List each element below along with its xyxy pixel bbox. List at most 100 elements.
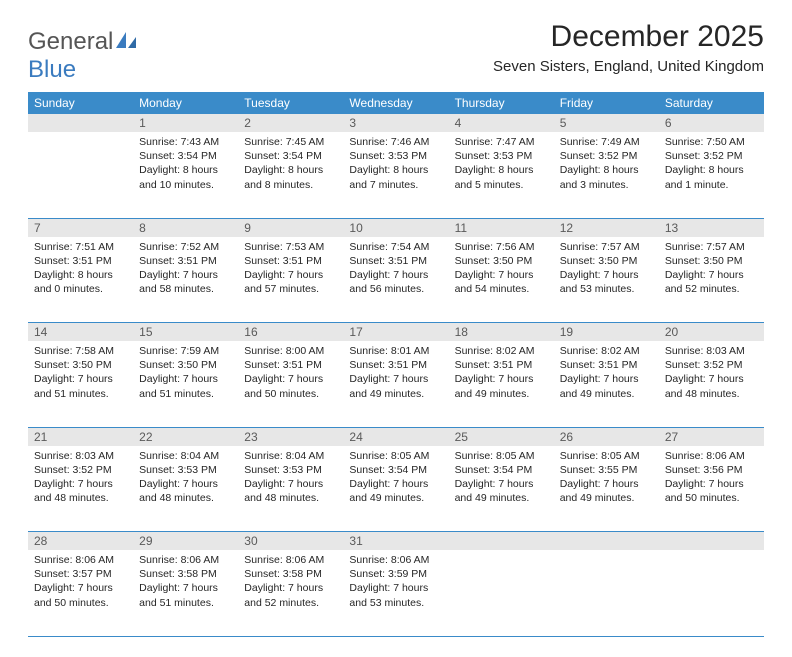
day-cell: Sunrise: 8:00 AMSunset: 3:51 PMDaylight:…: [238, 341, 343, 427]
sunrise-text: Sunrise: 7:43 AM: [139, 135, 232, 149]
day-details: Sunrise: 8:04 AMSunset: 3:53 PMDaylight:…: [238, 446, 343, 510]
day-cell: Sunrise: 8:04 AMSunset: 3:53 PMDaylight:…: [133, 446, 238, 532]
day-details: Sunrise: 7:47 AMSunset: 3:53 PMDaylight:…: [449, 132, 554, 196]
daylight-text: Daylight: 7 hours and 49 minutes.: [349, 372, 442, 400]
day-cell: Sunrise: 7:50 AMSunset: 3:52 PMDaylight:…: [659, 132, 764, 218]
month-title: December 2025: [493, 20, 764, 54]
sunset-text: Sunset: 3:51 PM: [349, 254, 442, 268]
day-details: Sunrise: 8:00 AMSunset: 3:51 PMDaylight:…: [238, 341, 343, 405]
sunset-text: Sunset: 3:58 PM: [139, 567, 232, 581]
daylight-text: Daylight: 8 hours and 7 minutes.: [349, 163, 442, 191]
sunrise-text: Sunrise: 8:06 AM: [34, 553, 127, 567]
day-number: [659, 532, 764, 551]
sunset-text: Sunset: 3:53 PM: [349, 149, 442, 163]
day-cell: Sunrise: 7:57 AMSunset: 3:50 PMDaylight:…: [659, 237, 764, 323]
sunrise-text: Sunrise: 7:47 AM: [455, 135, 548, 149]
daylight-text: Daylight: 7 hours and 48 minutes.: [139, 477, 232, 505]
day-cell: Sunrise: 7:47 AMSunset: 3:53 PMDaylight:…: [449, 132, 554, 218]
sunset-text: Sunset: 3:50 PM: [560, 254, 653, 268]
daylight-text: Daylight: 7 hours and 49 minutes.: [349, 477, 442, 505]
daylight-text: Daylight: 7 hours and 53 minutes.: [349, 581, 442, 609]
weekday-header-row: Sunday Monday Tuesday Wednesday Thursday…: [28, 92, 764, 114]
sunset-text: Sunset: 3:54 PM: [349, 463, 442, 477]
day-details: Sunrise: 7:43 AMSunset: 3:54 PMDaylight:…: [133, 132, 238, 196]
sunset-text: Sunset: 3:51 PM: [455, 358, 548, 372]
week-row: Sunrise: 7:58 AM Sunset: 3:50 PM Daylight:…: [28, 341, 764, 427]
day-number: 27: [659, 427, 764, 446]
day-number: 14: [28, 323, 133, 342]
sunrise-text: Sunrise: 7:53 AM: [244, 240, 337, 254]
day-details: Sunrise: 7:57 AMSunset: 3:50 PMDaylight:…: [554, 237, 659, 301]
day-number: 18: [449, 323, 554, 342]
day-cell: Sunrise: 8:04 AMSunset: 3:53 PMDaylight:…: [238, 446, 343, 532]
sunset-text: Sunset: 3:51 PM: [139, 254, 232, 268]
sunset-text: Sunset: 3:50 PM: [139, 358, 232, 372]
day-cell: Sunrise: 8:02 AMSunset: 3:51 PMDaylight:…: [449, 341, 554, 427]
day-number: 30: [238, 532, 343, 551]
daynum-row: 78910111213: [28, 218, 764, 237]
calendar-body: 123456Sunrise: 7:43 AMSunset: 3:54 PMDay…: [28, 114, 764, 636]
day-cell: Sunrise: 8:06 AMSunset: 3:56 PMDaylight:…: [659, 446, 764, 532]
day-details: Sunrise: 7:57 AMSunset: 3:50 PMDaylight:…: [659, 237, 764, 301]
day-details: Sunrise: 7:53 AMSunset: 3:51 PMDaylight:…: [238, 237, 343, 301]
day-number: 16: [238, 323, 343, 342]
sunset-text: Sunset: 3:55 PM: [560, 463, 653, 477]
daylight-text: Daylight: 7 hours and 50 minutes.: [665, 477, 758, 505]
daylight-text: Daylight: 7 hours and 52 minutes.: [665, 268, 758, 296]
sunrise-text: Sunrise: 7:50 AM: [665, 135, 758, 149]
sunset-text: Sunset: 3:50 PM: [455, 254, 548, 268]
daynum-row: 28293031: [28, 532, 764, 551]
sunrise-text: Sunrise: 7:56 AM: [455, 240, 548, 254]
day-cell: Sunrise: 8:06 AMSunset: 3:58 PMDaylight:…: [133, 550, 238, 636]
sunset-text: Sunset: 3:58 PM: [244, 567, 337, 581]
daylight-text: Daylight: 7 hours and 52 minutes.: [244, 581, 337, 609]
logo-part2: Blue: [28, 56, 76, 83]
day-number: 8: [133, 218, 238, 237]
day-details: Sunrise: 8:06 AMSunset: 3:57 PMDaylight:…: [28, 550, 133, 614]
day-number: 10: [343, 218, 448, 237]
sunrise-text: Sunrise: 7:57 AM: [665, 240, 758, 254]
day-details: Sunrise: 7:46 AMSunset: 3:53 PMDaylight:…: [343, 132, 448, 196]
daylight-text: Daylight: 7 hours and 49 minutes.: [455, 372, 548, 400]
daylight-text: Daylight: 7 hours and 53 minutes.: [560, 268, 653, 296]
sunset-text: Sunset: 3:51 PM: [34, 254, 127, 268]
day-number: 20: [659, 323, 764, 342]
day-cell: Sunrise: 8:05 AMSunset: 3:54 PMDaylight:…: [343, 446, 448, 532]
day-number: 1: [133, 114, 238, 132]
sunrise-text: Sunrise: 7:57 AM: [560, 240, 653, 254]
day-cell: Sunrise: 7:52 AMSunset: 3:51 PMDaylight:…: [133, 237, 238, 323]
week-row: Sunrise: 7:51 AMSunset: 3:51 PMDaylight:…: [28, 237, 764, 323]
day-cell: Sunrise: 8:06 AMSunset: 3:57 PMDaylight:…: [28, 550, 133, 636]
sail-icon: [115, 28, 137, 55]
sunrise-text: Sunrise: 8:06 AM: [139, 553, 232, 567]
sunrise-text: Sunrise: 8:05 AM: [349, 449, 442, 463]
sunrise-text: Sunrise: 8:03 AM: [665, 344, 758, 358]
day-details: Sunrise: 8:03 AMSunset: 3:52 PMDaylight:…: [28, 446, 133, 510]
day-cell: Sunrise: 7:51 AMSunset: 3:51 PMDaylight:…: [28, 237, 133, 323]
day-number: 12: [554, 218, 659, 237]
sunrise-text: Sunrise: 7:51 AM: [34, 240, 127, 254]
day-cell: Sunrise: 8:03 AMSunset: 3:52 PMDaylight:…: [659, 341, 764, 427]
day-cell: Sunrise: 8:02 AMSunset: 3:51 PMDaylight:…: [554, 341, 659, 427]
sunrise-text: Sunrise: 7:46 AM: [349, 135, 442, 149]
daylight-text: Daylight: 7 hours and 49 minutes.: [560, 372, 653, 400]
day-number: 6: [659, 114, 764, 132]
daylight-text: Daylight: 7 hours and 50 minutes.: [244, 372, 337, 400]
day-details: Sunrise: 7:51 AMSunset: 3:51 PMDaylight:…: [28, 237, 133, 301]
title-block: December 2025 Seven Sisters, England, Un…: [493, 20, 764, 75]
day-number: 29: [133, 532, 238, 551]
day-details: Sunrise: 7:56 AMSunset: 3:50 PMDaylight:…: [449, 237, 554, 301]
sunrise-text: Sunrise: 8:04 AM: [244, 449, 337, 463]
day-details: Sunrise: 7:59 AMSunset: 3:50 PMDaylight:…: [133, 341, 238, 405]
day-details: [449, 550, 554, 610]
daylight-text: Daylight: 7 hours and 54 minutes.: [455, 268, 548, 296]
day-cell: Sunrise: 8:01 AMSunset: 3:51 PMDaylight:…: [343, 341, 448, 427]
daylight-text: Daylight: 7 hours and 51 minutes.: [34, 372, 127, 400]
day-number: [554, 532, 659, 551]
day-number: 23: [238, 427, 343, 446]
day-number: 21: [28, 427, 133, 446]
daylight-text: Daylight: 7 hours and 48 minutes.: [244, 477, 337, 505]
daylight-text: Daylight: 7 hours and 57 minutes.: [244, 268, 337, 296]
daynum-row: 21222324252627: [28, 427, 764, 446]
sunrise-text: Sunrise: 7:58 AM: [34, 344, 127, 358]
